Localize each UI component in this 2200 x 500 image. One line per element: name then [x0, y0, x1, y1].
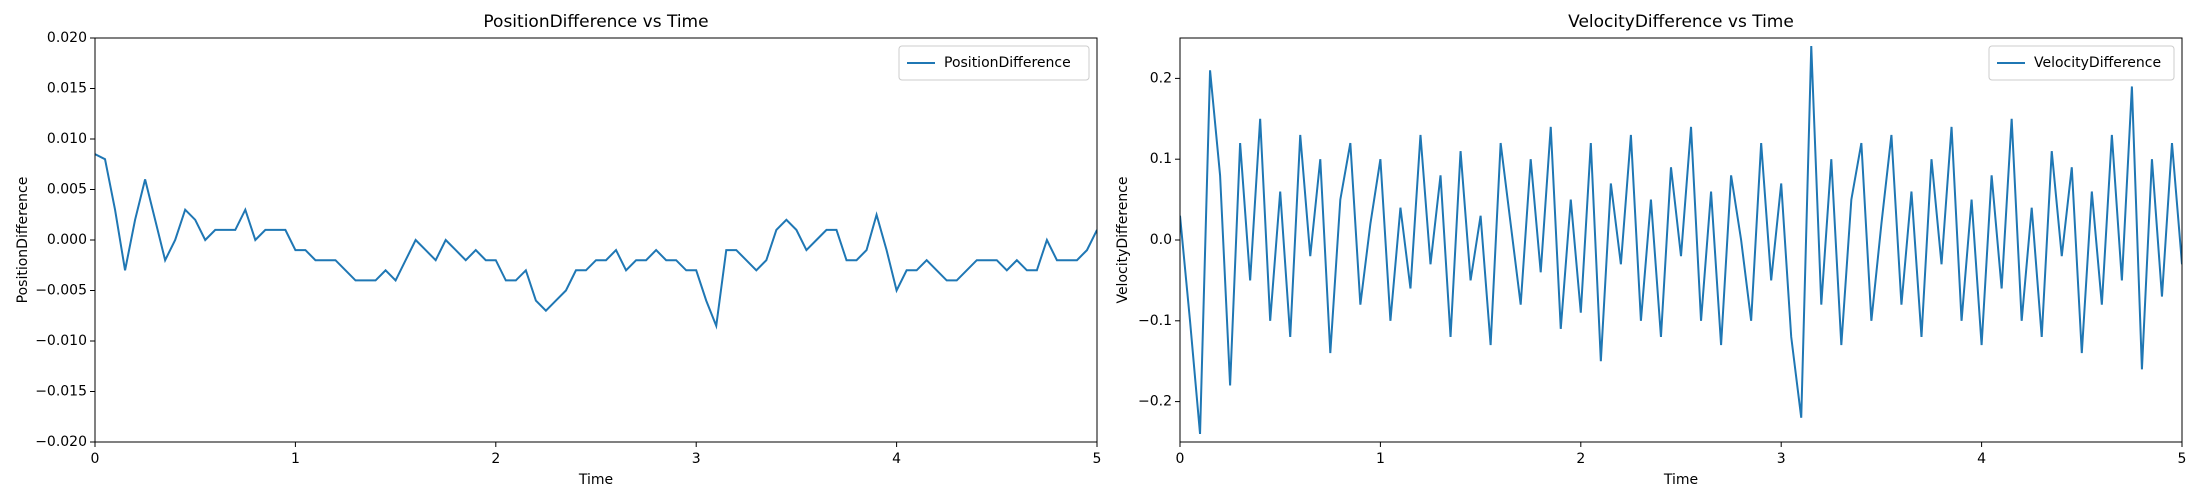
- legend: PositionDifference: [898, 45, 1090, 81]
- legend-label: PositionDifference: [944, 55, 1071, 71]
- y-tick-label: −0.005: [35, 283, 87, 299]
- y-tick-label: −0.015: [35, 384, 87, 400]
- y-tick-label: 0.015: [47, 81, 87, 97]
- legend-box: [1988, 45, 2175, 81]
- y-tick-label: −0.020: [35, 434, 87, 450]
- y-tick-label: 0.005: [47, 182, 87, 198]
- legend-box: [898, 45, 1090, 81]
- x-tick-label: 4: [1977, 451, 1986, 467]
- legend-label: VelocityDifference: [2034, 55, 2161, 71]
- x-tick-label: 5: [1093, 451, 1102, 467]
- y-tick-label: 0.000: [47, 232, 87, 248]
- x-tick-label: 3: [1777, 451, 1786, 467]
- y-axis-label: VelocityDifference: [1115, 176, 1131, 303]
- y-tick-label: 0.020: [47, 30, 87, 46]
- x-tick-label: 1: [291, 451, 300, 467]
- x-axis-label: Time: [578, 472, 613, 488]
- y-axis-label: PositionDifference: [15, 177, 31, 304]
- data-line: [1180, 46, 2182, 435]
- y-tick-label: −0.2: [1138, 394, 1172, 410]
- axes-frame: [94, 37, 1098, 443]
- legend: VelocityDifference: [1988, 45, 2175, 81]
- y-tick-label: 0.2: [1150, 70, 1172, 86]
- data-line: [95, 153, 1097, 330]
- x-tick-label: 0: [1176, 451, 1185, 467]
- x-tick-label: 0: [91, 451, 100, 467]
- y-tick-label: −0.1: [1138, 313, 1172, 329]
- y-tick-label: 0.1: [1150, 151, 1172, 167]
- x-tick-label: 3: [692, 451, 701, 467]
- chart-title: VelocityDifference vs Time: [1568, 12, 1794, 32]
- x-axis-label: Time: [1663, 472, 1698, 488]
- subplot: PositionDifference vs Time Time PositionDi…: [15, 12, 1101, 488]
- x-tick-label: 1: [1376, 451, 1385, 467]
- x-tick-label: 2: [491, 451, 500, 467]
- y-tick-label: 0.0: [1150, 232, 1172, 248]
- y-tick-label: 0.010: [47, 131, 87, 147]
- y-tick-label: −0.010: [35, 333, 87, 349]
- subplot: VelocityDifference vs Time Time VelocityDi…: [1115, 12, 2186, 488]
- chart-title: PositionDifference vs Time: [483, 12, 708, 32]
- axes-frame: [1179, 37, 2183, 443]
- x-tick-label: 5: [2178, 451, 2187, 467]
- x-tick-label: 2: [1576, 451, 1585, 467]
- x-tick-label: 4: [892, 451, 901, 467]
